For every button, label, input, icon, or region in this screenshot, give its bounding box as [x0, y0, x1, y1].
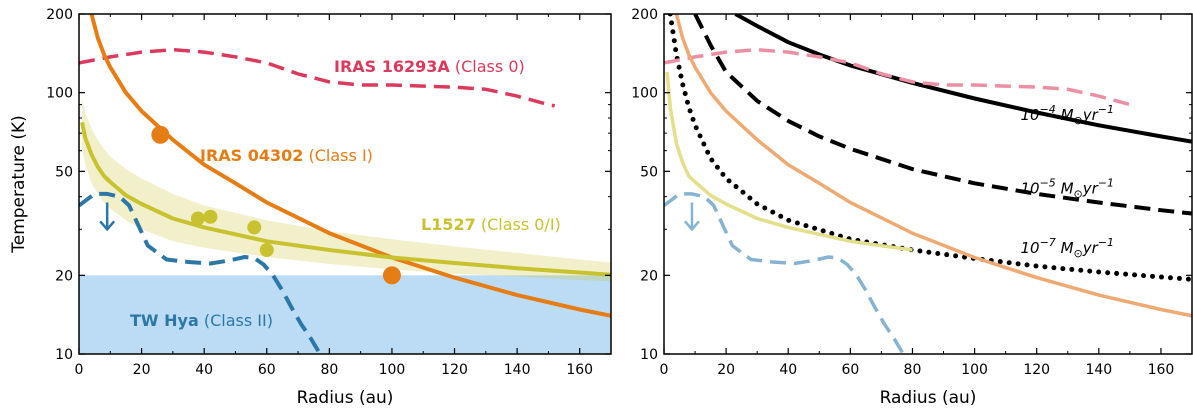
x-tick-label-2: 40 [779, 362, 797, 378]
label-twhya: TW Hya (Class II) [130, 311, 273, 330]
mass-label-0-part-2: M [1056, 106, 1074, 124]
label-iras16293a-name: IRAS 16293A [334, 57, 450, 76]
x-tick-label-6: 120 [441, 362, 468, 378]
mass-label-1: 10−5 M⊙yr−1 [1020, 176, 1114, 200]
label-l1527: L1527 (Class 0/I) [421, 215, 561, 234]
series-line-1 [89, 14, 611, 318]
left-y-axis-label: Temperature (K) [9, 115, 29, 254]
y-tick-label-3: 100 [631, 86, 658, 102]
mass-label-2: 10−7 M⊙yr−1 [1020, 236, 1114, 260]
shaded-region-0 [79, 275, 611, 354]
label-iras04302: IRAS 04302 (Class I) [200, 146, 373, 165]
series-line-3 [664, 47, 1137, 108]
series-line-6 [664, 192, 905, 354]
label-iras16293a: IRAS 16293A (Class 0) [334, 57, 525, 76]
upper-limit-arrow-head-6 [684, 220, 700, 232]
label-twhya-class: (Class II) [204, 311, 273, 330]
label-iras16293a-class: (Class 0) [455, 57, 525, 76]
label-iras04302-name: IRAS 04302 [200, 146, 303, 165]
right-plot-area [664, 14, 1192, 354]
x-tick-label-4: 80 [320, 362, 338, 378]
mass-label-2-part-4: yr [1082, 239, 1099, 257]
data-point-2-1 [203, 209, 218, 224]
mass-label-2-part-1: −7 [1040, 236, 1056, 249]
y-tick-label-2: 50 [55, 164, 73, 180]
data-point-1-0 [151, 125, 170, 144]
mass-label-0-part-0: 10 [1020, 106, 1039, 124]
series-line-0 [79, 47, 556, 108]
data-point-1-1 [382, 266, 401, 285]
y-tick-label-4: 200 [46, 7, 73, 23]
mass-label-1-part-2: M [1056, 179, 1074, 197]
right-panel: 0 20 40 60 80 100 120 140 160 10 20 50 100 200 Radius… [631, 7, 1193, 408]
x-tick-label-7: 140 [504, 362, 531, 378]
x-tick-label-4: 80 [904, 362, 922, 378]
upper-limit-arrow-head-3 [99, 220, 116, 232]
mass-label-1-part-3: ⊙ [1074, 187, 1083, 200]
label-twhya-name: TW Hya [130, 311, 199, 330]
left-plot-area [79, 14, 611, 354]
y-tick-label-3: 100 [46, 86, 73, 102]
left-ticks: 0 20 40 60 80 100 120 140 160 10 20 50 100 200 [46, 7, 612, 378]
series-line-4 [674, 14, 1192, 318]
y-tick-label-1: 20 [640, 268, 658, 284]
series-line-2 [80, 121, 611, 277]
y-tick-label-1: 20 [55, 268, 73, 284]
mass-label-1-part-1: −5 [1040, 176, 1056, 189]
label-l1527-class: (Class 0/I) [481, 215, 561, 234]
x-tick-label-1: 20 [717, 362, 735, 378]
left-x-axis-label: Radius (au) [297, 388, 394, 408]
right-ticks: 0 20 40 60 80 100 120 140 160 10 20 50 100 200 [631, 7, 1193, 378]
mass-label-1-part-0: 10 [1020, 179, 1039, 197]
left-axes-frame [78, 13, 612, 355]
mass-label-2-part-3: ⊙ [1074, 247, 1083, 260]
mass-label-0-part-3: ⊙ [1074, 114, 1083, 127]
series-line-2 [667, 14, 1192, 282]
mass-label-0-part-1: −4 [1040, 103, 1056, 116]
mass-label-0: 10−4 M⊙yr−1 [1020, 103, 1114, 127]
mass-label-0-part-5: −1 [1098, 103, 1114, 116]
x-tick-label-5: 100 [379, 362, 406, 378]
y-tick-label-2: 50 [640, 164, 658, 180]
right-x-axis-label: Radius (au) [880, 388, 977, 408]
series-line-5 [665, 71, 913, 252]
y-tick-label-0: 10 [55, 347, 73, 363]
x-tick-label-0: 0 [660, 362, 669, 378]
x-tick-label-3: 60 [258, 362, 276, 378]
data-point-2-3 [259, 243, 274, 258]
data-point-2-0 [190, 211, 205, 226]
mass-label-1-part-5: −1 [1098, 176, 1114, 189]
x-tick-label-8: 160 [1148, 362, 1175, 378]
x-tick-label-3: 60 [841, 362, 859, 378]
series-band-2 [82, 98, 611, 282]
x-tick-label-8: 160 [566, 362, 593, 378]
series-line-1 [693, 14, 1192, 216]
y-tick-label-0: 10 [640, 347, 658, 363]
mass-label-0-part-4: yr [1082, 106, 1099, 124]
series-line-0 [734, 14, 1192, 144]
x-tick-label-6: 120 [1023, 362, 1050, 378]
mass-label-1-part-4: yr [1082, 179, 1099, 197]
label-l1527-name: L1527 [421, 215, 476, 234]
data-point-2-2 [247, 220, 262, 235]
mass-loss-labels: 10−4 M⊙yr−110−5 M⊙yr−110−7 M⊙yr−1 [1020, 103, 1114, 260]
mass-label-2-part-0: 10 [1020, 239, 1039, 257]
x-tick-label-2: 40 [195, 362, 213, 378]
right-axes-frame [663, 13, 1193, 355]
x-tick-label-5: 100 [961, 362, 988, 378]
series-line-3 [79, 191, 322, 354]
x-tick-label-7: 140 [1085, 362, 1112, 378]
label-iras04302-class: (Class I) [309, 146, 373, 165]
x-tick-label-1: 20 [133, 362, 151, 378]
x-tick-label-0: 0 [75, 362, 84, 378]
y-tick-label-4: 200 [631, 7, 658, 23]
mass-label-2-part-5: −1 [1098, 236, 1114, 249]
left-panel: 0 20 40 60 80 100 120 140 160 10 20 50 100 200 Radius… [9, 7, 612, 408]
mass-label-2-part-2: M [1056, 239, 1074, 257]
